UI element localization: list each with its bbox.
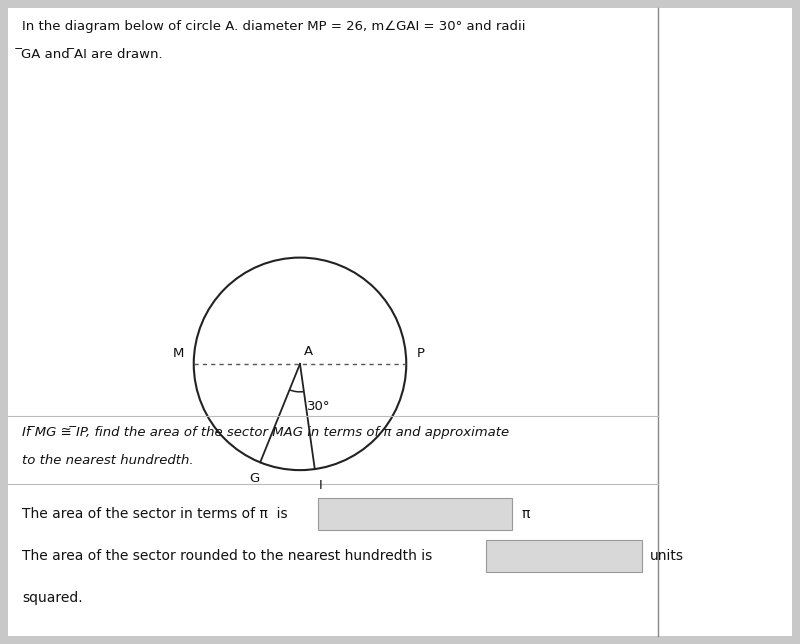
Text: I: I [319,479,322,492]
Text: P: P [416,347,424,360]
Text: A: A [304,345,313,358]
Text: If ̅MG ≅ ̅IP, find the area of the sector MAG in terms of π and approximate: If ̅MG ≅ ̅IP, find the area of the secto… [22,426,509,439]
FancyBboxPatch shape [8,8,792,636]
Text: to the nearest hundredth.: to the nearest hundredth. [22,454,194,467]
FancyBboxPatch shape [486,540,642,572]
Text: The area of the sector rounded to the nearest hundredth is: The area of the sector rounded to the ne… [22,549,432,563]
Text: The area of the sector in terms of π  is: The area of the sector in terms of π is [22,507,288,521]
Text: M: M [172,347,184,360]
Text: π: π [522,507,530,521]
Text: G: G [249,473,259,486]
Text: units: units [650,549,684,563]
FancyBboxPatch shape [318,498,512,530]
Text: ̅GA and ̅AI are drawn.: ̅GA and ̅AI are drawn. [22,48,164,61]
Text: 30°: 30° [306,399,330,413]
Text: squared.: squared. [22,591,82,605]
Text: In the diagram below of circle A. diameter MP = 26, m∠GAI = 30° and radii: In the diagram below of circle A. diamet… [22,20,526,33]
